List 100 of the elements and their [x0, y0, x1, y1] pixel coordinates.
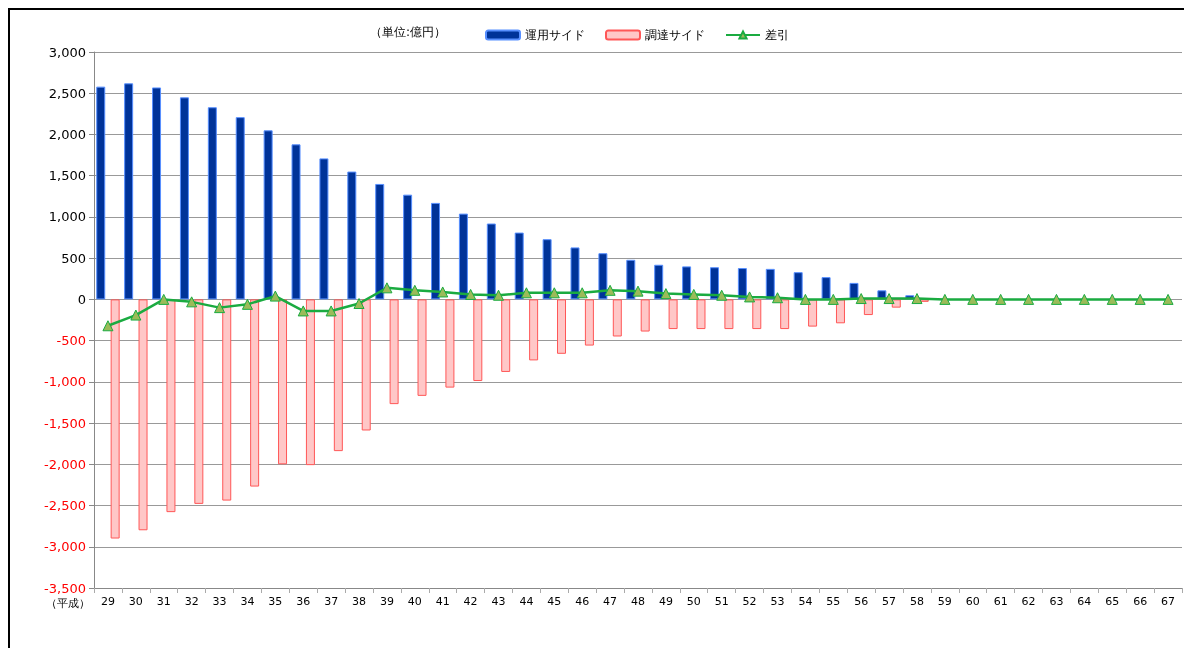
- bar: [863, 299, 873, 316]
- x-tick-label: 59: [937, 595, 952, 608]
- point: [1106, 293, 1118, 305]
- bar: [668, 299, 678, 330]
- legend-label: 調達サイド: [645, 28, 705, 42]
- x-tick-label: 62: [1021, 595, 1036, 608]
- y-tick-label: -3,000: [44, 539, 86, 555]
- bar: [375, 183, 385, 300]
- x-tick-label: 51: [714, 595, 729, 608]
- bar: [389, 299, 399, 405]
- point: [939, 293, 951, 305]
- x-tick-label: 38: [352, 595, 367, 608]
- point: [241, 298, 253, 310]
- point: [827, 293, 839, 305]
- point: [353, 298, 365, 310]
- x-tick-label: 65: [1105, 595, 1120, 608]
- x-tick-label: 67: [1161, 595, 1176, 608]
- point: [269, 290, 281, 302]
- x-tick-label: 36: [296, 595, 311, 608]
- point: [214, 302, 226, 314]
- x-tick-label: 61: [993, 595, 1008, 608]
- bar: [529, 299, 539, 361]
- bar: [626, 259, 636, 300]
- x-tick-label: 56: [854, 595, 869, 608]
- y-tick-label: -3,500: [44, 580, 86, 596]
- text: （単位:億円）: [370, 25, 447, 39]
- bar: [584, 299, 594, 346]
- x-tick-label: 48: [631, 595, 645, 608]
- point: [883, 293, 895, 305]
- y-tick-label: 3,000: [48, 44, 86, 60]
- point: [465, 288, 477, 300]
- point: [911, 293, 923, 305]
- bar: [194, 299, 204, 504]
- bar: [542, 239, 552, 300]
- bar: [752, 299, 762, 330]
- bar: [445, 299, 455, 388]
- bar: [361, 299, 371, 431]
- y-tick-label: -500: [56, 333, 86, 349]
- point: [493, 289, 505, 301]
- bar: [849, 282, 859, 300]
- x-tick-label: 41: [435, 595, 450, 608]
- x-tick-label: 42: [463, 595, 478, 608]
- point: [1162, 293, 1174, 305]
- bar: [724, 299, 734, 330]
- bar: [514, 232, 524, 300]
- y-tick-label: 2,000: [48, 126, 86, 142]
- point: [520, 287, 532, 299]
- x-tick-label: 53: [770, 595, 785, 608]
- bar: [207, 107, 217, 300]
- bar: [473, 299, 483, 382]
- bar: [709, 267, 719, 300]
- point: [130, 309, 142, 321]
- bar: [250, 299, 260, 487]
- x-tick-label: 30: [128, 595, 143, 608]
- bar: [780, 299, 790, 330]
- point: [771, 292, 783, 304]
- bar: [808, 299, 818, 327]
- point: [158, 293, 170, 305]
- x-tick-label: 32: [184, 595, 199, 608]
- bar: [138, 299, 148, 531]
- point: [1050, 293, 1062, 305]
- legend-label: 運用サイド: [525, 28, 585, 42]
- x-tick-label: 45: [547, 595, 562, 608]
- bar: [278, 299, 288, 465]
- point: [716, 289, 728, 301]
- point: [799, 293, 811, 305]
- point: [186, 296, 198, 308]
- bar: [305, 299, 315, 466]
- point: [437, 286, 449, 298]
- bar: [347, 171, 357, 300]
- bar: [458, 213, 468, 300]
- point: [297, 305, 309, 317]
- legend-label: 差引: [765, 28, 789, 42]
- x-tick-label: 29: [100, 595, 115, 608]
- point: [604, 284, 616, 296]
- bar: [557, 299, 567, 354]
- y-tick-label: -2,500: [44, 498, 86, 514]
- point: [995, 293, 1007, 305]
- x-tick-label: 34: [240, 595, 255, 608]
- bar: [166, 299, 176, 513]
- bar: [486, 223, 496, 300]
- bar: [640, 299, 650, 332]
- bar: [403, 194, 413, 300]
- point: [102, 320, 114, 332]
- bar: [821, 277, 831, 300]
- x-tick-label: 54: [798, 595, 813, 608]
- bar: [417, 299, 427, 396]
- point: [1134, 293, 1146, 305]
- point: [632, 285, 644, 297]
- bar: [793, 272, 803, 300]
- x-tick-label: 52: [742, 595, 757, 608]
- point: [660, 288, 672, 300]
- point: [381, 282, 393, 294]
- bar: [110, 299, 120, 539]
- x-tick-label: 37: [324, 595, 339, 608]
- x-tick-label: 46: [575, 595, 590, 608]
- bar: [696, 299, 706, 330]
- point: [855, 293, 867, 305]
- point: [1078, 293, 1090, 305]
- x-tick-label: 33: [212, 595, 227, 608]
